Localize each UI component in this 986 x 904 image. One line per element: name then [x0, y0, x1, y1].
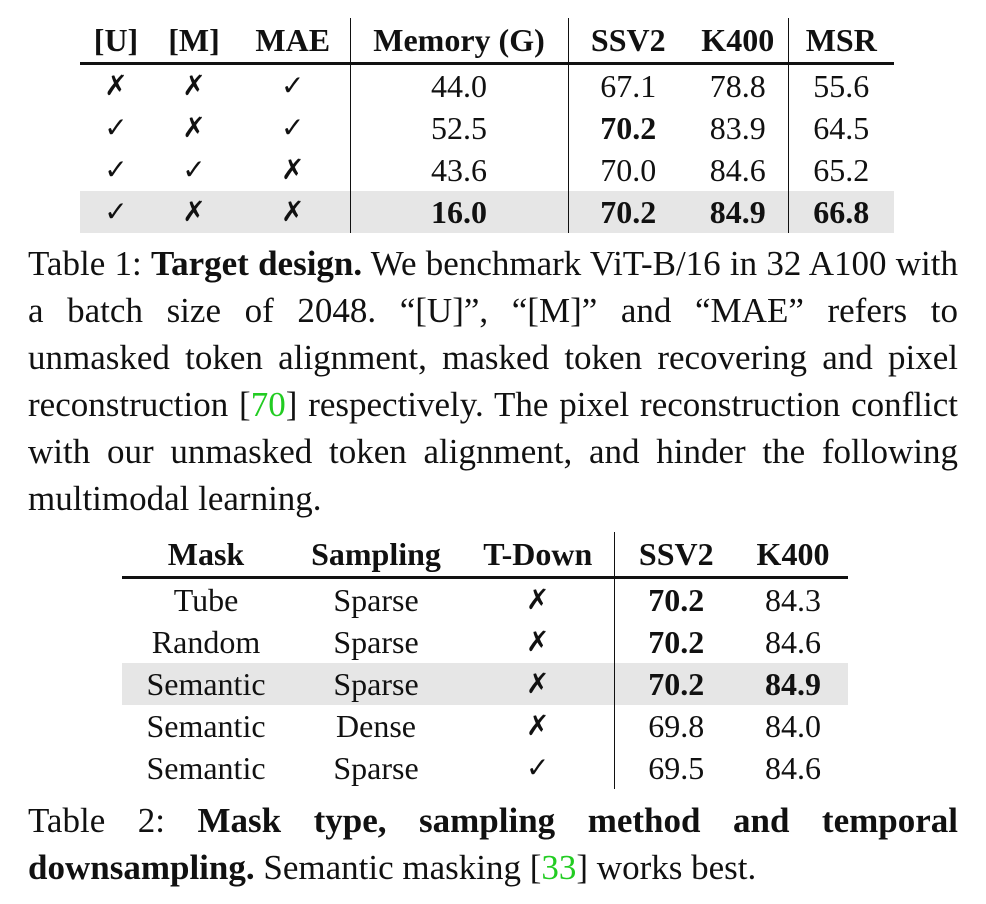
table-cell: Semantic: [146, 750, 266, 786]
table-row-highlighted: Semantic Sparse ✗ 70.2 84.9: [122, 663, 848, 705]
table-cell: Sparse: [333, 624, 419, 660]
table-1-header: SSV2: [567, 18, 688, 65]
caption-text: ] respectively. The pixel reconstruction…: [28, 385, 958, 518]
cross-mark-icon: ✗: [182, 111, 206, 144]
cross-mark-icon: ✗: [104, 69, 128, 102]
table-cell: Random: [151, 624, 261, 660]
check-mark-icon: ✓: [104, 111, 128, 144]
cross-mark-icon: ✗: [236, 191, 350, 233]
table-cell: 70.0: [567, 149, 688, 191]
check-mark-icon: ✓: [281, 69, 305, 102]
table-cell: 70.2: [567, 191, 688, 233]
table-cell: 16.0: [349, 191, 568, 233]
table-1-header: [M]: [152, 18, 236, 65]
table-cell: 69.5: [613, 747, 738, 789]
check-mark-icon: ✓: [104, 153, 128, 186]
caption-text: Semantic masking [: [254, 848, 542, 887]
table-cell: 70.2: [613, 621, 738, 663]
check-mark-icon: ✓: [80, 191, 152, 233]
cross-mark-icon: ✗: [152, 191, 236, 233]
caption-prefix: Table 2:: [28, 801, 198, 840]
table-1-header: K400: [688, 18, 788, 65]
cross-mark-icon: ✗: [462, 663, 614, 705]
table-2-caption: Table 2: Mask type, sampling method and …: [28, 797, 958, 891]
cross-mark-icon: ✗: [526, 583, 550, 616]
table-cell: 70.2: [567, 107, 688, 149]
table-row: Tube Sparse ✗ 70.2 84.3: [122, 577, 848, 621]
table-cell: 70.2: [613, 663, 738, 705]
table-cell: 70.2: [613, 577, 738, 621]
table-cell: 52.5: [349, 107, 568, 149]
table-1-header: MAE: [236, 18, 350, 65]
table-cell: Sparse: [333, 750, 419, 786]
table-cell: 44.0: [349, 63, 568, 107]
table-cell: 84.6: [709, 152, 766, 188]
table-1-header-row: [U] [M] MAE Memory (G) SSV2 K400 MSR: [80, 18, 894, 65]
caption-prefix: Table 1:: [28, 244, 151, 283]
caption-title: Target design.: [150, 244, 363, 283]
cross-mark-icon: ✗: [182, 69, 206, 102]
table-row: ✗ ✗ ✓ 44.0 67.1 78.8 55.6: [80, 63, 894, 107]
table-cell: 78.8: [709, 68, 766, 104]
table-2-header: Sampling: [290, 532, 462, 579]
table-1: [U] [M] MAE Memory (G) SSV2 K400 MSR ✗ ✗…: [80, 18, 894, 233]
table-cell: 65.2: [787, 149, 894, 191]
table-row: ✓ ✗ ✓ 52.5 70.2 83.9 64.5: [80, 107, 894, 149]
table-cell: 84.6: [765, 750, 821, 786]
table-cell: 64.5: [787, 107, 894, 149]
table-cell: 83.9: [709, 110, 766, 146]
table-row: Semantic Sparse ✓ 69.5 84.6: [122, 747, 848, 789]
table-cell: Sparse: [333, 582, 419, 618]
table-cell: Tube: [173, 582, 239, 618]
table-cell: Semantic: [146, 708, 266, 744]
table-cell: Semantic: [122, 663, 290, 705]
table-2-header: Mask: [122, 532, 290, 579]
citation-link[interactable]: 33: [541, 848, 577, 887]
table-2-header: K400: [738, 532, 848, 579]
table-2: Mask Sampling T-Down SSV2 K400 Tube Spar…: [122, 532, 848, 789]
caption-title: Mask type, sampling method and temporal …: [28, 801, 958, 887]
check-mark-icon: ✓: [526, 751, 550, 784]
table-cell: 67.1: [567, 63, 688, 107]
table-1-header: Memory (G): [349, 18, 568, 65]
table-cell: 55.6: [787, 63, 894, 107]
table-cell: Dense: [336, 708, 416, 744]
table-2-header: T-Down: [462, 532, 614, 579]
check-mark-icon: ✓: [182, 153, 206, 186]
caption-text: ] works best.: [576, 848, 757, 887]
table-1-header: [U]: [80, 18, 152, 65]
caption-text: We benchmark ViT-B/16 in 32 A100 with a …: [28, 244, 958, 424]
table-cell: 43.6: [349, 149, 568, 191]
table-cell: 69.8: [613, 705, 738, 747]
table-row: Semantic Dense ✗ 69.8 84.0: [122, 705, 848, 747]
table-2-header: SSV2: [613, 532, 738, 579]
table-2-header-row: Mask Sampling T-Down SSV2 K400: [122, 532, 848, 579]
table-cell: 84.3: [765, 582, 821, 618]
table-1-caption: Table 1: Target design. We benchmark ViT…: [28, 240, 958, 522]
table-cell: 84.0: [765, 708, 821, 744]
table-cell: Sparse: [290, 663, 462, 705]
cross-mark-icon: ✗: [526, 709, 550, 742]
table-cell: 84.9: [688, 191, 788, 233]
table-cell: 66.8: [787, 191, 894, 233]
cross-mark-icon: ✗: [281, 153, 305, 186]
table-row: ✓ ✓ ✗ 43.6 70.0 84.6 65.2: [80, 149, 894, 191]
table-1-header: MSR: [787, 18, 894, 65]
check-mark-icon: ✓: [281, 111, 305, 144]
cross-mark-icon: ✗: [526, 625, 550, 658]
citation-link[interactable]: 70: [250, 385, 286, 424]
table-row-highlighted: ✓ ✗ ✗ 16.0 70.2 84.9 66.8: [80, 191, 894, 233]
table-cell: 84.6: [765, 624, 821, 660]
table-row: Random Sparse ✗ 70.2 84.6: [122, 621, 848, 663]
table-cell: 84.9: [738, 663, 848, 705]
